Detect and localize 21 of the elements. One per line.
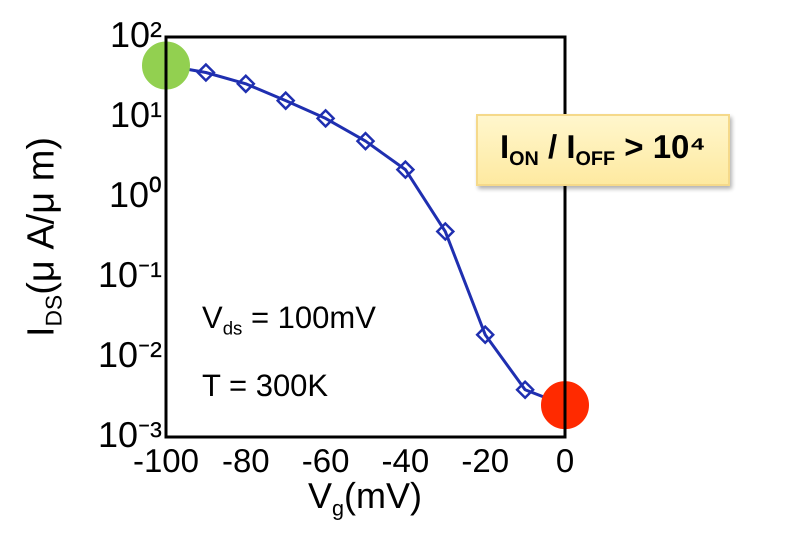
- y-tick-label: 10⁻¹: [98, 254, 162, 295]
- annotation: I$_{ON}$ / I$_{OFF}$ > 10⁴: [476, 114, 730, 186]
- point: [276, 91, 295, 110]
- point: [396, 160, 415, 179]
- y-tick-label: 10⁰: [108, 174, 162, 215]
- x-tick-label: 0: [556, 442, 574, 479]
- point: [476, 325, 494, 344]
- point: [356, 132, 375, 150]
- x-tick-label: -80: [222, 442, 270, 479]
- y-tick-label: 10⁻²: [98, 334, 162, 375]
- point: [541, 381, 589, 430]
- annotation: T = 300K: [202, 368, 328, 403]
- y-tick-label: 10¹: [110, 94, 162, 135]
- y-tick-label: 10²: [110, 14, 162, 55]
- x-tick-label: -20: [461, 442, 510, 479]
- point: [196, 63, 216, 82]
- point: [236, 74, 256, 94]
- point: [436, 222, 455, 241]
- point: [516, 380, 534, 399]
- point: [316, 109, 335, 128]
- annotation: V$_{ds}$ = 100mV: [202, 300, 376, 338]
